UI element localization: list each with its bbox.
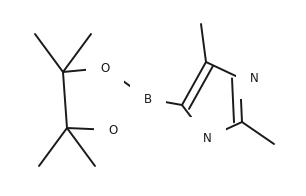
Text: B: B	[144, 93, 152, 105]
Text: N: N	[250, 72, 259, 84]
Text: H: H	[203, 143, 211, 153]
Text: O: O	[108, 123, 118, 136]
Text: O: O	[100, 62, 110, 74]
Text: N: N	[203, 132, 211, 144]
